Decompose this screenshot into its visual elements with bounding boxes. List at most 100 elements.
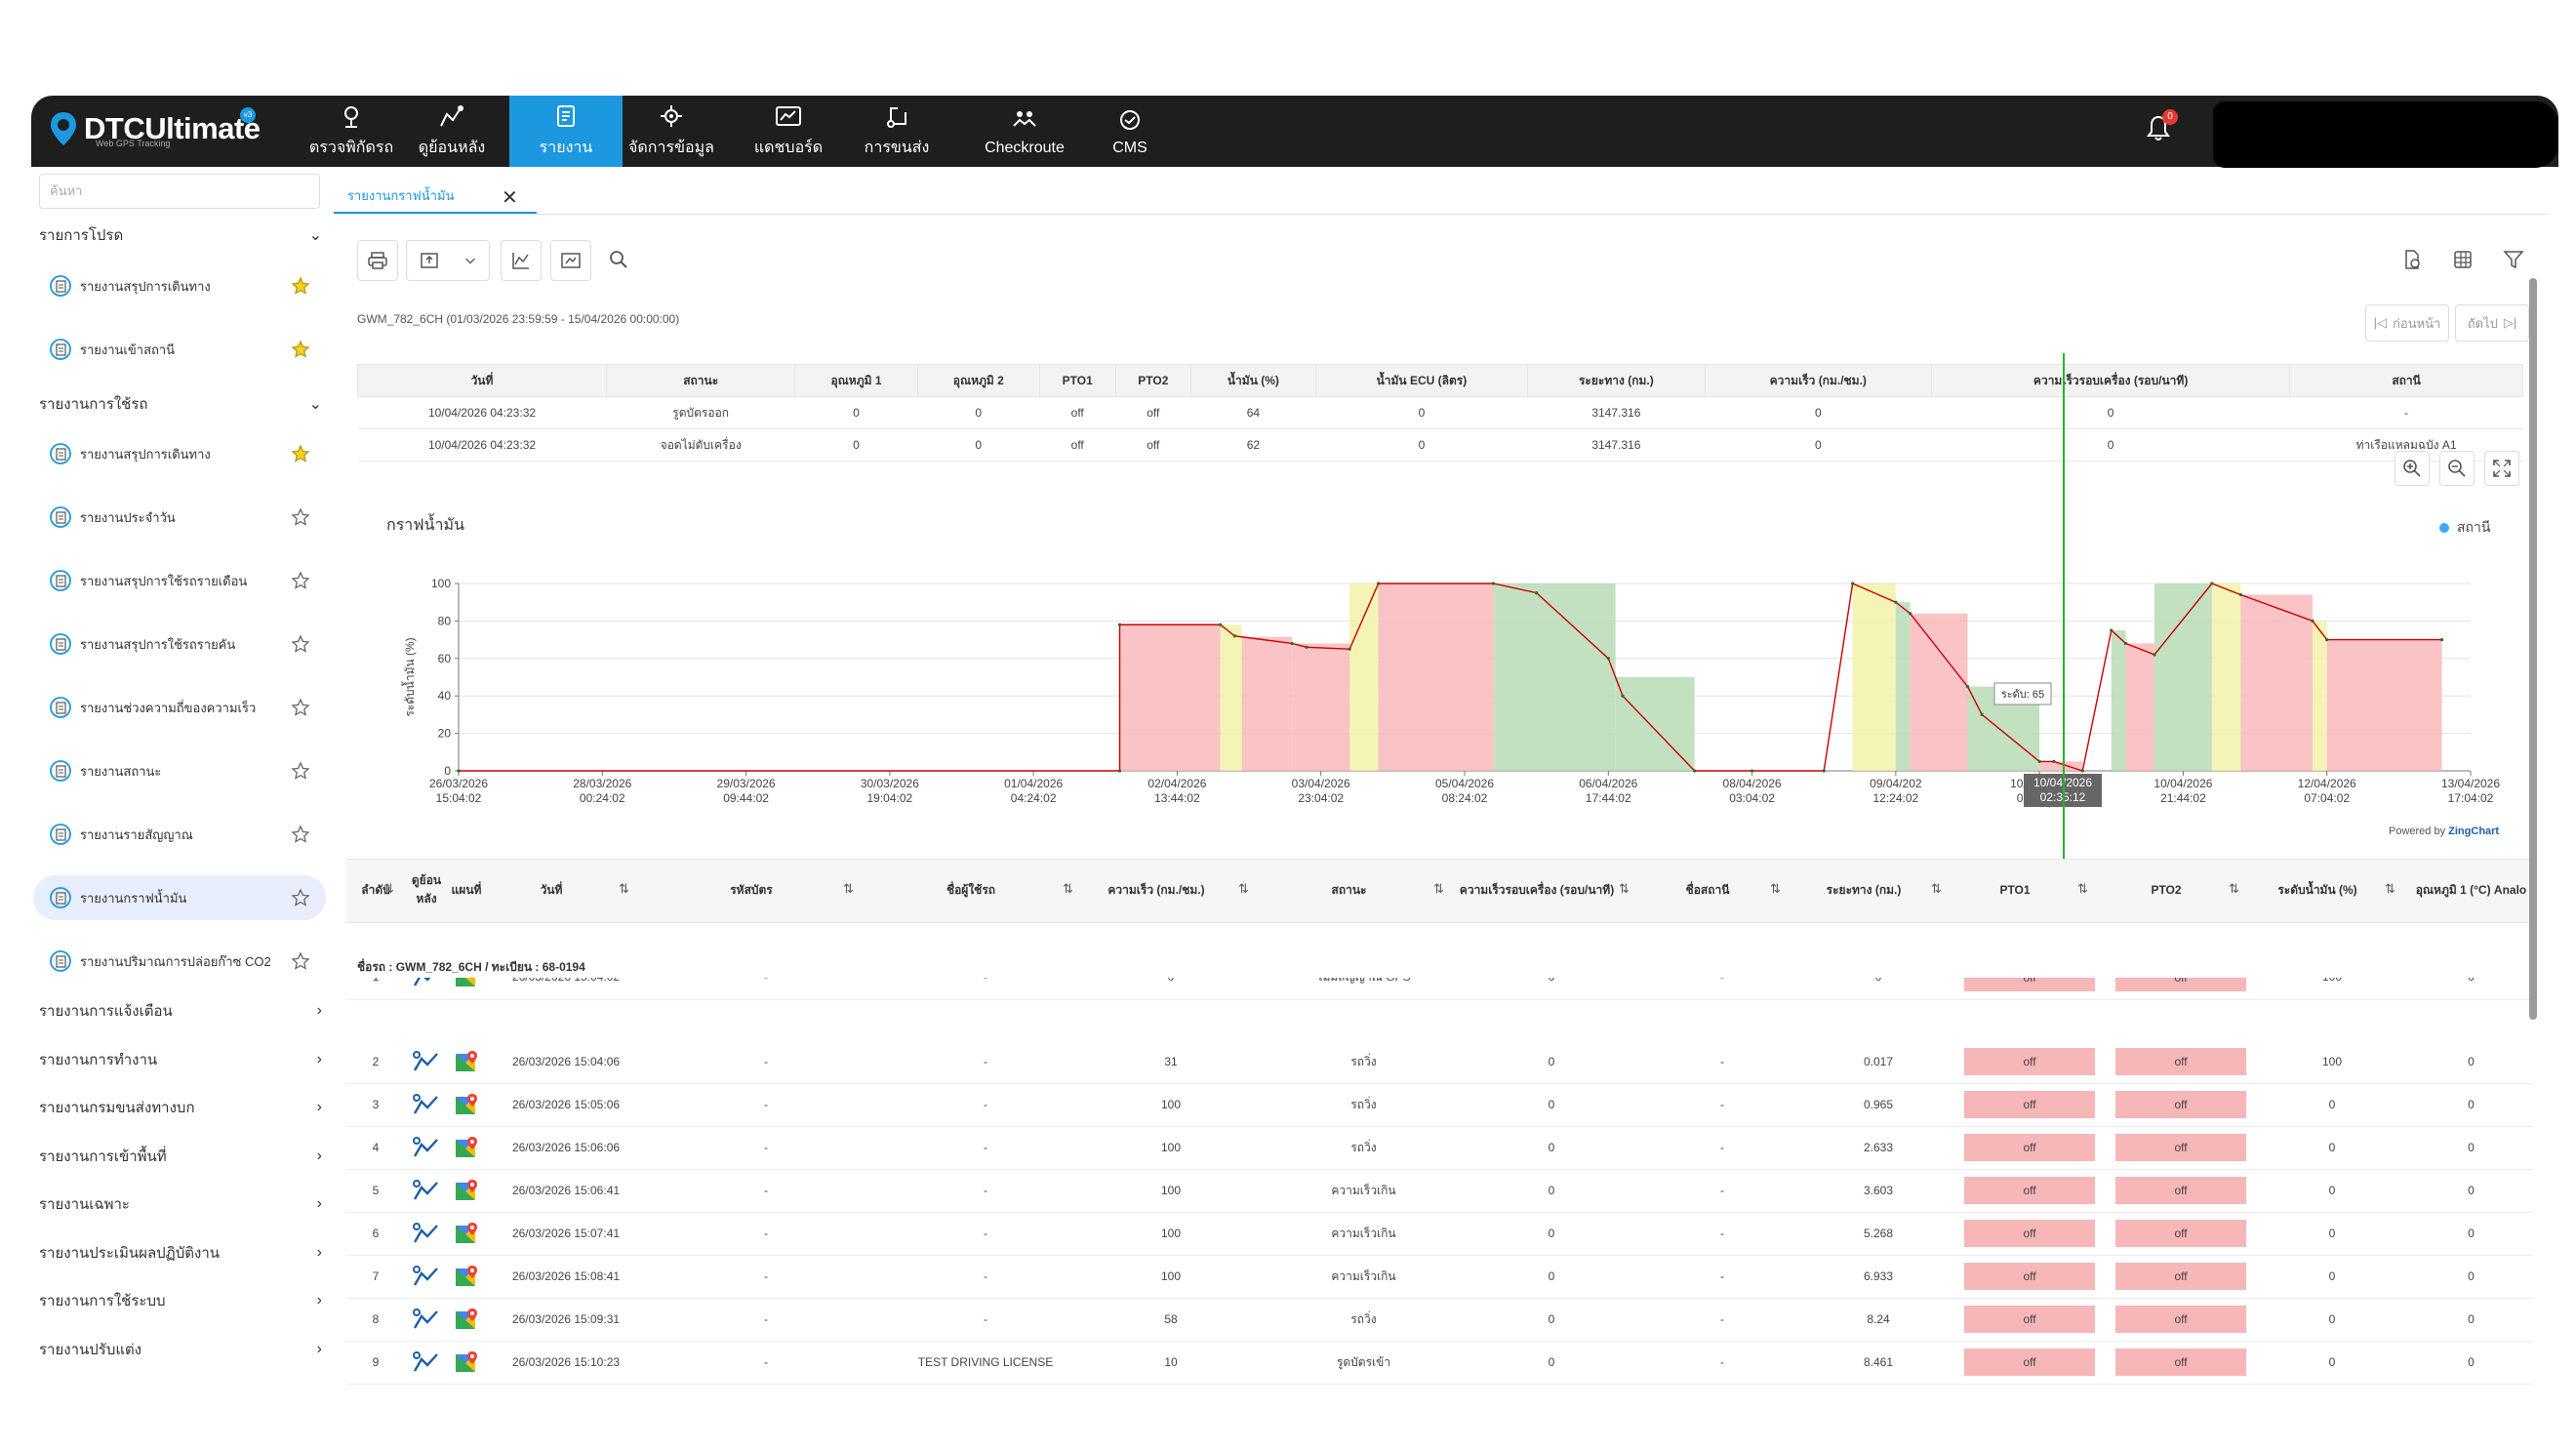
route-history-icon[interactable]: [412, 1049, 441, 1074]
fuel-data-point[interactable]: [1965, 685, 1970, 689]
fuel-data-point[interactable]: [1851, 582, 1855, 585]
google-maps-icon[interactable]: [454, 1221, 479, 1246]
fuel-data-point[interactable]: [1348, 647, 1351, 651]
fuel-data-point[interactable]: [2110, 628, 2113, 632]
sidebar-report-item[interactable]: รายงานสถานะ: [33, 748, 326, 793]
sidebar-section-header[interactable]: รายงานการทำงาน ›: [39, 1048, 322, 1071]
sidebar-section-header[interactable]: รายงานการเข้าพื้นที่ ›: [39, 1145, 322, 1168]
route-history-icon[interactable]: [412, 1349, 441, 1375]
table-row[interactable]: 9 26/03/2026 15:10:23 - TEST DRIVING LICENS…: [346, 1341, 2532, 1385]
fuel-data-point[interactable]: [1117, 769, 1122, 773]
table-col-header[interactable]: แผนที่: [451, 882, 482, 897]
sidebar-report-item[interactable]: รายงานสรุปการเดินทาง: [33, 263, 326, 308]
table-row[interactable]: 126/03/2026 15:04:02--0ไม่มีสัญญาณ GPS0-…: [346, 978, 2532, 1000]
sort-icon[interactable]: ⇅: [1063, 881, 1073, 896]
fullscreen-button[interactable]: [2484, 451, 2519, 486]
vertical-scrollbar[interactable]: [2529, 278, 2537, 1020]
fuel-data-point[interactable]: [2325, 638, 2329, 642]
table-cell[interactable]: [408, 1040, 445, 1083]
fuel-level-line[interactable]: [459, 582, 2442, 772]
table-cell[interactable]: [445, 978, 488, 987]
route-history-icon[interactable]: [412, 1178, 441, 1203]
fuel-data-point[interactable]: [1117, 623, 1122, 626]
star-outline-icon[interactable]: [291, 888, 310, 907]
star-outline-icon[interactable]: [291, 761, 310, 781]
fuel-chart[interactable]: 0 20 40 60 80 100 ระดับน้ำมัน (%) 26/03/2026 15:…: [0, 0, 2576, 859]
fuel-data-point[interactable]: [2210, 582, 2214, 585]
table-cell[interactable]: [408, 1126, 445, 1169]
google-maps-icon[interactable]: [454, 1307, 479, 1332]
filter-button[interactable]: [2494, 240, 2533, 279]
route-history-icon[interactable]: [412, 978, 441, 989]
sidebar-report-item[interactable]: รายงานสรุปการเดินทาง: [33, 431, 326, 476]
table-row[interactable]: 8 26/03/2026 15:09:31 - - 58 รถวิ่ง 0 - 8.24 off o…: [346, 1298, 2532, 1342]
table-col-header[interactable]: PTO1: [1999, 883, 2031, 897]
table-cell[interactable]: [445, 1255, 488, 1298]
table-col-header[interactable]: ความเร็วรอบเครื่อง (รอบ/นาที): [1459, 882, 1615, 897]
sidebar-report-item[interactable]: รายงานรายสัญญาณ: [33, 812, 326, 857]
table-cell[interactable]: [445, 1212, 488, 1255]
star-outline-icon[interactable]: [291, 571, 310, 590]
sort-icon[interactable]: ⇅: [1238, 881, 1249, 896]
app-logo[interactable]: DTCUltimate Web GPS Tracking v3: [49, 105, 261, 152]
route-history-icon[interactable]: [412, 1221, 441, 1246]
fuel-data-point[interactable]: [1290, 641, 1294, 646]
sidebar-report-item[interactable]: รายงานสรุปการใช้รถรายคัน: [33, 622, 326, 666]
google-maps-icon[interactable]: [454, 978, 479, 989]
fuel-data-point[interactable]: [1693, 769, 1697, 773]
export-pdf-button[interactable]: [2393, 240, 2432, 279]
map-view-button[interactable]: [550, 240, 591, 281]
sidebar-report-item[interactable]: รายงานเข้าสถานี: [33, 327, 326, 372]
table-col-header[interactable]: ระดับน้ำมัน (%): [2277, 882, 2357, 897]
sidebar-report-item[interactable]: รายงานปริมาณการปล่อยก๊าซ CO2: [33, 939, 326, 984]
fuel-data-point[interactable]: [2052, 759, 2056, 764]
sort-icon[interactable]: ⇅: [843, 881, 854, 896]
fuel-data-point[interactable]: [1219, 623, 1223, 626]
table-cell[interactable]: [408, 1298, 445, 1341]
sort-icon[interactable]: ⇅: [1931, 881, 1942, 896]
table-col-header[interactable]: รหัสบัตร: [730, 882, 773, 897]
export-dropdown-button[interactable]: [406, 240, 490, 281]
route-history-icon[interactable]: [412, 1135, 441, 1160]
nav-route-history[interactable]: ดูย้อนหลัง: [401, 96, 503, 167]
sort-icon[interactable]: ⇅: [1433, 881, 1444, 896]
chart-legend[interactable]: สถานี: [2439, 517, 2490, 539]
zoom-in-button[interactable]: [2395, 451, 2430, 486]
table-cell[interactable]: [408, 1212, 445, 1255]
sidebar-report-item[interactable]: รายงานสรุปการใช้รถรายเดือน: [33, 558, 326, 603]
table-col-header[interactable]: ระยะทาง (กม.): [1826, 882, 1902, 897]
nav-dashboard[interactable]: แดชบอร์ด: [738, 96, 839, 167]
sidebar-section-header[interactable]: รายงานการแจ้งเตือน ›: [39, 999, 322, 1023]
tab-close-icon[interactable]: ✕: [502, 187, 518, 209]
fuel-data-point[interactable]: [1750, 769, 1754, 773]
table-col-header[interactable]: อุณหภูมิ 1 (°C) Analo: [2415, 882, 2527, 897]
star-outline-icon[interactable]: [291, 507, 310, 527]
column-settings-button[interactable]: [2443, 240, 2482, 279]
table-cell[interactable]: [445, 1169, 488, 1212]
fuel-data-point[interactable]: [1894, 600, 1898, 604]
table-cell[interactable]: [445, 1298, 488, 1341]
google-maps-icon[interactable]: [454, 1178, 479, 1203]
fuel-data-point[interactable]: [2153, 653, 2156, 657]
sidebar-section-header[interactable]: รายงานการใช้ระบบ ›: [39, 1289, 322, 1312]
sidebar-search-input[interactable]: ค้นหา: [39, 174, 320, 209]
table-cell[interactable]: [408, 978, 445, 987]
table-cell[interactable]: [408, 1341, 445, 1384]
table-row[interactable]: 2 26/03/2026 15:04:06 - - 31 รถวิ่ง 0 - 0.017 off…: [346, 1040, 2532, 1084]
sort-icon[interactable]: ⇅: [2385, 881, 2395, 896]
nav-transport[interactable]: การขนส่ง: [846, 96, 947, 167]
next-page-button[interactable]: ถัดไป ▷|: [2455, 304, 2529, 342]
fuel-data-point[interactable]: [1232, 634, 1236, 638]
route-history-icon[interactable]: [412, 1307, 441, 1332]
fuel-data-point[interactable]: [1980, 712, 1984, 717]
table-cell[interactable]: [445, 1083, 488, 1126]
nav-settings-data[interactable]: จัดการข้อมูล: [610, 96, 733, 167]
fuel-data-point[interactable]: [2080, 769, 2084, 773]
table-col-header[interactable]: ชื่อสถานี: [1685, 882, 1730, 897]
google-maps-icon[interactable]: [454, 1092, 479, 1117]
table-col-header[interactable]: ดูย้อนหลัง: [411, 873, 442, 906]
nav-report[interactable]: รายงาน: [509, 96, 623, 167]
zoom-out-button[interactable]: [2439, 451, 2475, 486]
sidebar-report-item[interactable]: รายงานช่วงความถี่ของความเร็ว: [33, 685, 326, 730]
sidebar-section-header[interactable]: รายงานกรมขนส่งทางบก ›: [39, 1096, 322, 1119]
